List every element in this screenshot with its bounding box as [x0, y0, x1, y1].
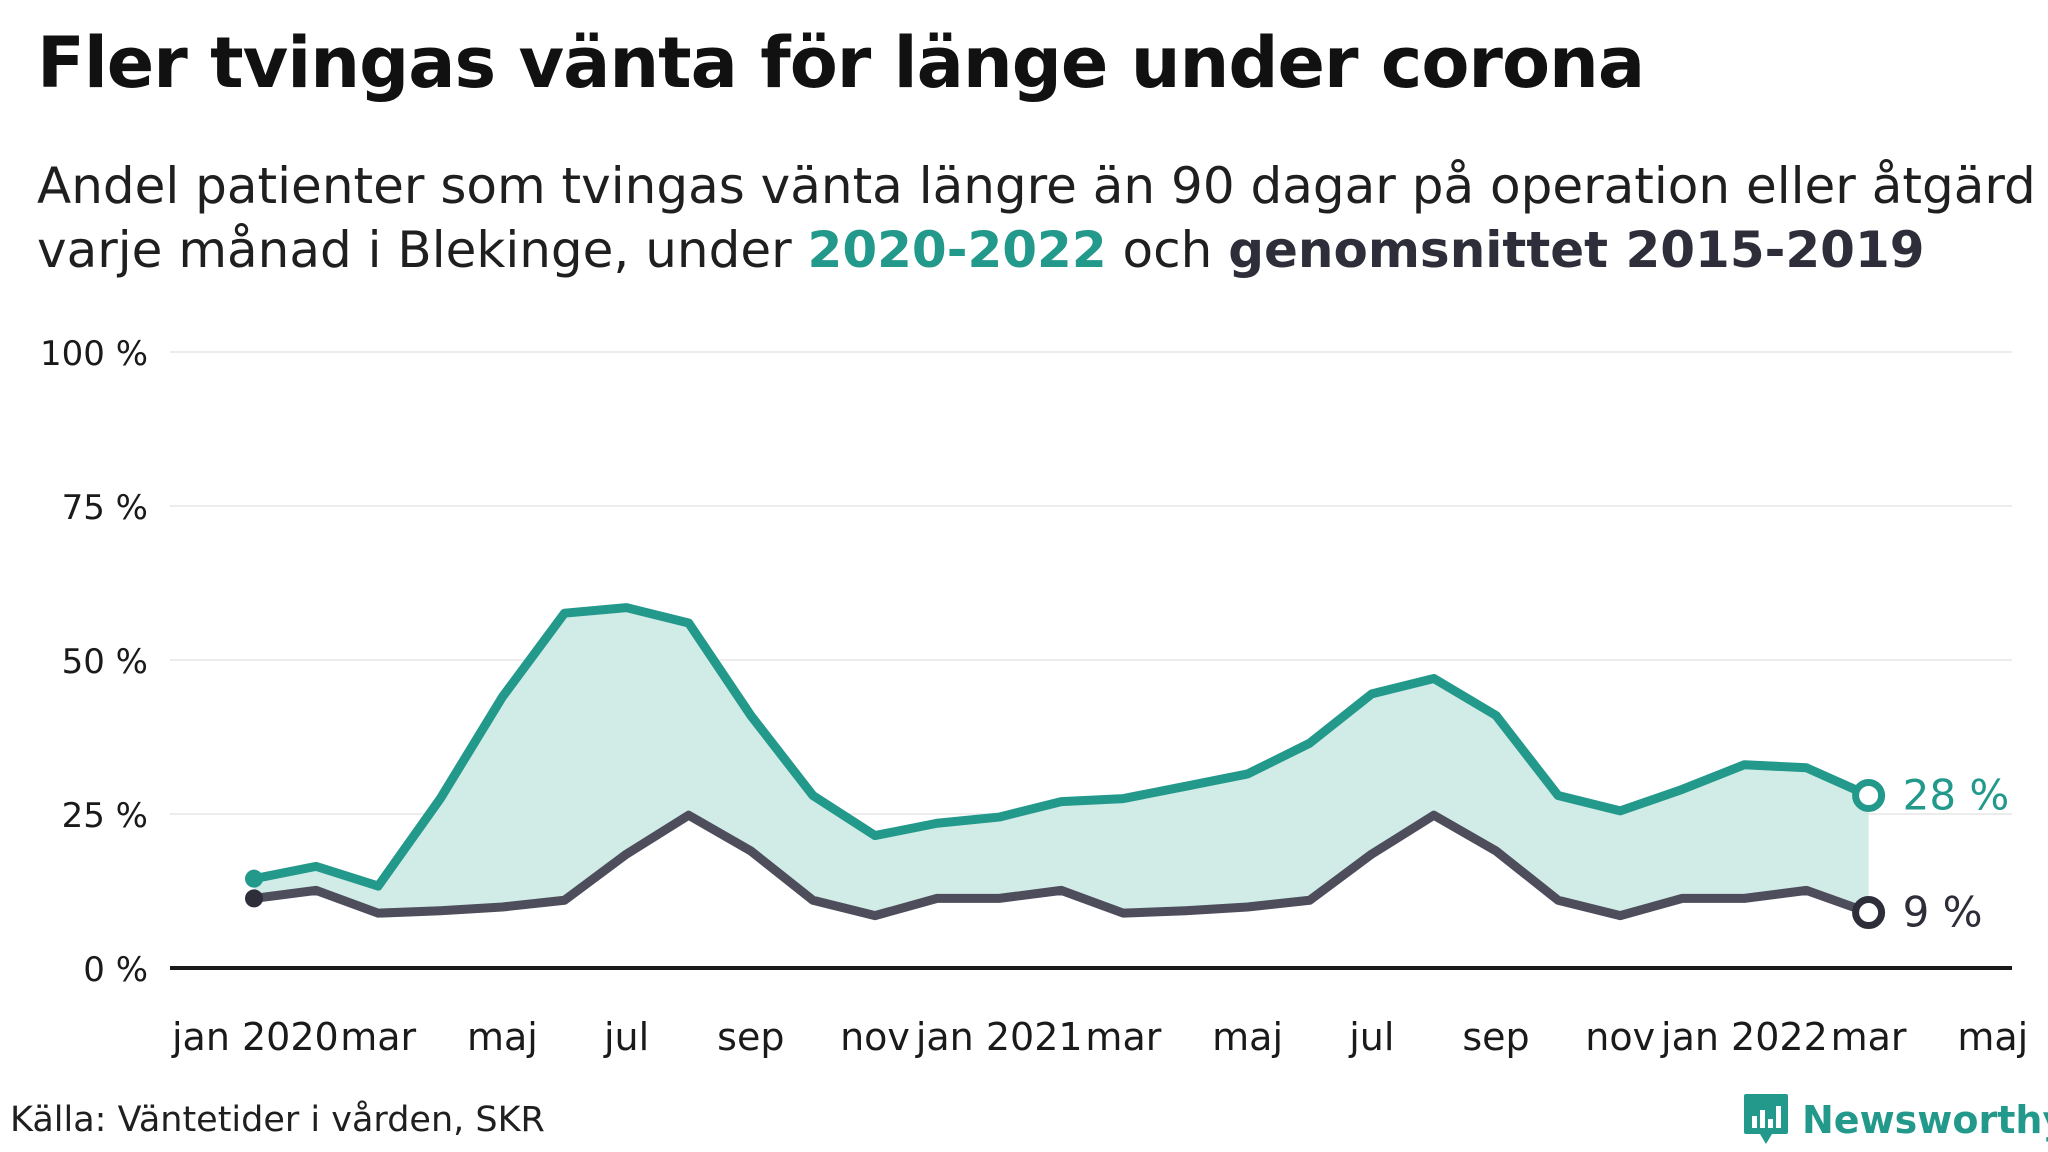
- brand-name: Newsworthy: [1802, 1098, 2048, 1142]
- y-tick-label: 25 %: [62, 796, 148, 836]
- chart-title: Fler tvingas vänta för länge under coron…: [37, 22, 1645, 104]
- x-tick-label: maj: [467, 1015, 538, 1059]
- x-tick-label: mar: [340, 1015, 416, 1059]
- x-tick-label: mar: [1831, 1015, 1907, 1059]
- x-tick-label: nov: [1585, 1015, 1655, 1059]
- series-start-marker-current: [245, 869, 263, 888]
- difference-area: [254, 607, 1869, 916]
- series-end-marker-current: [1852, 779, 1886, 813]
- subtitle-series-average: genomsnittet 2015-2019: [1228, 221, 1925, 279]
- end-label-average: 9 %: [1903, 888, 1983, 937]
- series-line-current: [249, 603, 1874, 891]
- brand-logo: Newsworthy: [1742, 1092, 2048, 1148]
- x-tick-label: jul: [603, 1015, 649, 1059]
- x-tick-label: jan 2020: [171, 1015, 339, 1059]
- y-tick-label: 0 %: [83, 950, 148, 990]
- chart-subtitle: Andel patienter som tvingas vänta längre…: [37, 154, 2036, 282]
- source-note: Källa: Väntetider i vården, SKR: [10, 1100, 545, 1140]
- x-tick-label: maj: [1212, 1015, 1283, 1059]
- x-tick-label: sep: [717, 1015, 784, 1059]
- subtitle-series-current: 2020-2022: [807, 221, 1107, 279]
- x-tick-label: maj: [1957, 1015, 2028, 1059]
- series-end-marker-average: [1852, 896, 1886, 930]
- subtitle-middle: och: [1106, 221, 1229, 279]
- end-label-current: 28 %: [1903, 771, 2010, 820]
- x-tick-label: jan 2021: [915, 1015, 1083, 1059]
- y-tick-label: 50 %: [62, 642, 148, 682]
- x-tick-label: jan 2022: [1660, 1015, 1828, 1059]
- y-tick-label: 100 %: [40, 334, 148, 374]
- x-tick-label: mar: [1085, 1015, 1161, 1059]
- newsworthy-logo-icon: [1744, 1094, 1788, 1144]
- x-tick-label: nov: [840, 1015, 910, 1059]
- x-tick-label: jul: [1348, 1015, 1394, 1059]
- subtitle-line1: Andel patienter som tvingas vänta längre…: [37, 157, 2036, 215]
- subtitle-prefix: varje månad i Blekinge, under: [37, 221, 808, 279]
- series-line-average: [249, 810, 1874, 921]
- y-tick-label: 75 %: [62, 488, 148, 528]
- x-tick-label: sep: [1462, 1015, 1529, 1059]
- series-start-marker-average: [245, 889, 263, 908]
